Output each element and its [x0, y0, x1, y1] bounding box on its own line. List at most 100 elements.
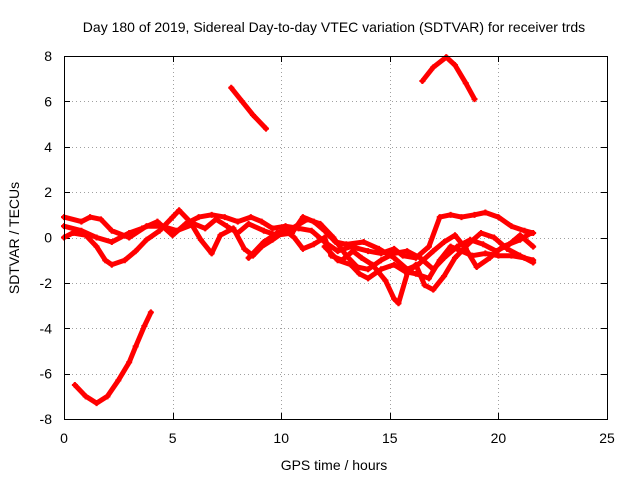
data-point: [404, 248, 411, 255]
x-tick-label: 5: [169, 430, 177, 446]
data-point: [425, 275, 432, 282]
data-point: [93, 400, 100, 407]
data-point: [378, 266, 385, 273]
data-point: [360, 239, 367, 246]
data-point: [330, 234, 337, 241]
data-point: [147, 309, 154, 316]
data-point: [430, 248, 437, 255]
data-point: [508, 252, 515, 259]
data-point: [530, 229, 537, 236]
x-tick-label: 0: [60, 430, 68, 446]
data-point: [471, 96, 478, 103]
data-point: [93, 234, 100, 241]
data-point: [347, 243, 354, 250]
data-point: [291, 234, 298, 241]
data-point: [108, 261, 115, 268]
data-point: [430, 286, 437, 293]
data-point: [530, 243, 537, 250]
data-point: [473, 263, 480, 270]
data-point: [126, 229, 133, 236]
y-tick-label: 6: [44, 93, 52, 109]
data-point: [356, 270, 363, 277]
y-tick-label: 4: [44, 139, 52, 155]
y-tick-label: -6: [40, 366, 53, 382]
data-point: [228, 84, 235, 91]
data-point: [143, 236, 150, 243]
x-tick-label: 10: [273, 430, 289, 446]
data-point: [241, 245, 248, 252]
data-point: [156, 227, 163, 234]
data-point: [260, 239, 267, 246]
data-point: [71, 381, 78, 388]
data-point: [223, 223, 230, 230]
data-point: [245, 254, 252, 261]
data-point: [417, 254, 424, 261]
data-point: [197, 236, 204, 243]
plot-frame: [64, 56, 608, 420]
data-point: [506, 241, 513, 248]
data-point: [395, 300, 402, 307]
data-point: [176, 207, 183, 214]
data-point: [458, 214, 465, 221]
data-point: [108, 227, 115, 234]
series-track-h: [321, 243, 537, 282]
data-point: [419, 77, 426, 84]
data-point: [478, 229, 485, 236]
data-point: [521, 254, 528, 261]
data-point: [78, 218, 85, 225]
y-tick-label: -8: [40, 411, 53, 427]
chart-title: Day 180 of 2019, Sidereal Day-to-day VTE…: [83, 19, 585, 35]
data-point: [230, 225, 237, 232]
data-point: [108, 239, 115, 246]
data-point: [469, 252, 476, 259]
data-point: [87, 214, 94, 221]
data-point: [436, 257, 443, 264]
data-point: [517, 232, 524, 239]
data-point: [321, 243, 328, 250]
data-point: [139, 225, 146, 232]
series-line: [228, 85, 269, 132]
x-axis-label: GPS time / hours: [281, 457, 388, 473]
data-point: [132, 248, 139, 255]
data-point: [458, 248, 465, 255]
data-point: [447, 211, 454, 218]
series-track-b: [228, 84, 269, 132]
data-point: [273, 229, 280, 236]
data-point: [412, 270, 419, 277]
data-point: [317, 220, 324, 227]
data-point: [289, 225, 296, 232]
data-point: [451, 232, 458, 239]
data-point: [343, 252, 350, 259]
y-tick-label: 2: [44, 184, 52, 200]
data-point: [304, 216, 311, 223]
data-point: [482, 250, 489, 257]
data-point: [221, 214, 228, 221]
data-point: [382, 277, 389, 284]
data-point: [441, 239, 448, 246]
data-point: [239, 98, 246, 105]
data-point: [421, 282, 428, 289]
data-point: [430, 64, 437, 71]
data-point: [247, 214, 254, 221]
data-point: [310, 241, 317, 248]
data-point: [447, 243, 454, 250]
data-point: [126, 359, 133, 366]
data-point: [467, 236, 474, 243]
data-point: [451, 62, 458, 69]
y-axis-label: SDTVAR / TECUs: [6, 182, 22, 294]
data-point: [260, 227, 267, 234]
x-tick-label: 25: [599, 430, 615, 446]
data-point: [78, 227, 85, 234]
data-point: [234, 218, 241, 225]
data-point: [412, 261, 419, 268]
data-point: [508, 223, 515, 230]
data-point: [378, 257, 385, 264]
data-point: [462, 80, 469, 87]
series-track-e: [61, 207, 537, 307]
data-point: [482, 209, 489, 216]
y-tick-label: -4: [40, 320, 53, 336]
data-point: [132, 343, 139, 350]
data-point: [402, 268, 409, 275]
series-track-a: [71, 309, 154, 407]
